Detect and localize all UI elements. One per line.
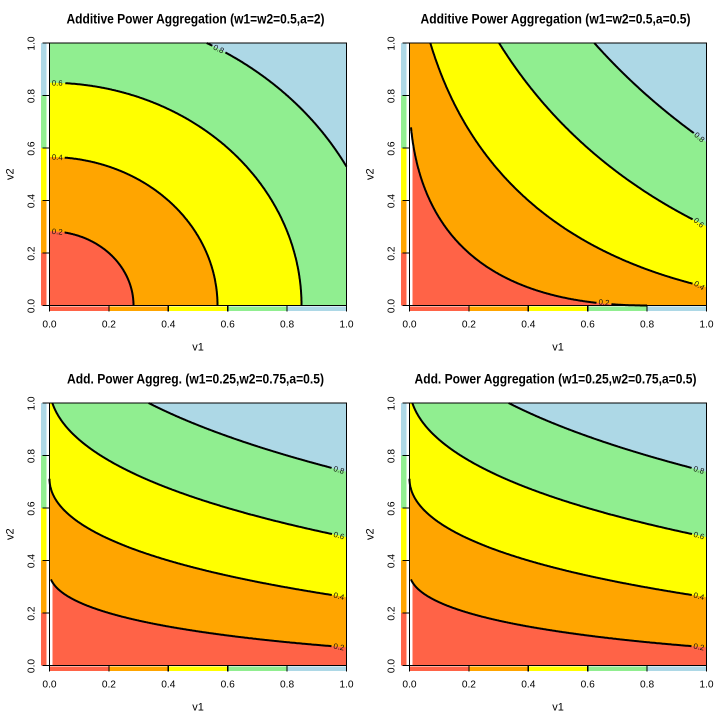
svg-text:0.2: 0.2 bbox=[387, 606, 398, 620]
svg-text:0.2: 0.2 bbox=[102, 320, 116, 331]
svg-text:0.6: 0.6 bbox=[581, 680, 595, 691]
svg-text:0.8: 0.8 bbox=[640, 680, 654, 691]
svg-text:v2: v2 bbox=[5, 528, 17, 540]
svg-text:0.4: 0.4 bbox=[387, 554, 398, 568]
svg-text:0.8: 0.8 bbox=[692, 464, 705, 476]
svg-text:0.4: 0.4 bbox=[161, 680, 175, 691]
svg-text:v1: v1 bbox=[192, 342, 204, 354]
svg-text:0.8: 0.8 bbox=[332, 464, 345, 476]
svg-text:1.0: 1.0 bbox=[699, 680, 713, 691]
svg-text:0.8: 0.8 bbox=[280, 320, 294, 331]
svg-text:v2: v2 bbox=[5, 168, 17, 180]
svg-text:0.0: 0.0 bbox=[42, 320, 56, 331]
svg-text:Add. Power Aggregation (w1=0.2: Add. Power Aggregation (w1=0.25,w2=0.75,… bbox=[415, 372, 697, 387]
svg-text:v1: v1 bbox=[552, 702, 564, 714]
svg-text:0.4: 0.4 bbox=[161, 320, 175, 331]
svg-text:0.8: 0.8 bbox=[387, 449, 398, 463]
svg-text:Add. Power Aggreg. (w1=0.25,w2: Add. Power Aggreg. (w1=0.25,w2=0.75,a=0.… bbox=[67, 372, 324, 387]
svg-text:0.4: 0.4 bbox=[27, 554, 38, 568]
svg-text:0.8: 0.8 bbox=[387, 89, 398, 103]
svg-text:0.2: 0.2 bbox=[598, 298, 610, 308]
svg-text:v2: v2 bbox=[365, 168, 377, 180]
svg-text:0.0: 0.0 bbox=[402, 320, 416, 331]
svg-text:0.6: 0.6 bbox=[692, 530, 705, 542]
svg-text:0.6: 0.6 bbox=[27, 141, 38, 155]
svg-text:1.0: 1.0 bbox=[699, 320, 713, 331]
svg-text:Additive Power Aggregation (w1: Additive Power Aggregation (w1=w2=0.5,a=… bbox=[421, 12, 691, 27]
svg-text:0.6: 0.6 bbox=[387, 501, 398, 515]
svg-text:0.0: 0.0 bbox=[387, 299, 398, 313]
svg-text:1.0: 1.0 bbox=[339, 320, 353, 331]
svg-text:0.0: 0.0 bbox=[402, 680, 416, 691]
svg-text:Additive Power Aggregation (w1: Additive Power Aggregation (w1=w2=0.5,a=… bbox=[67, 12, 325, 27]
svg-text:v1: v1 bbox=[192, 702, 204, 714]
svg-text:0.2: 0.2 bbox=[333, 641, 345, 652]
svg-text:0.8: 0.8 bbox=[27, 449, 38, 463]
svg-text:0.2: 0.2 bbox=[52, 227, 64, 237]
svg-text:0.4: 0.4 bbox=[52, 153, 64, 162]
svg-text:0.4: 0.4 bbox=[333, 591, 346, 603]
svg-text:1.0: 1.0 bbox=[339, 680, 353, 691]
svg-text:0.0: 0.0 bbox=[387, 659, 398, 673]
svg-text:0.2: 0.2 bbox=[27, 246, 38, 260]
svg-text:0.4: 0.4 bbox=[693, 591, 706, 603]
svg-text:1.0: 1.0 bbox=[387, 36, 398, 50]
svg-text:0.8: 0.8 bbox=[27, 89, 38, 103]
svg-text:0.6: 0.6 bbox=[221, 680, 235, 691]
svg-text:0.2: 0.2 bbox=[102, 680, 116, 691]
svg-text:0.6: 0.6 bbox=[221, 320, 235, 331]
svg-text:0.6: 0.6 bbox=[581, 320, 595, 331]
svg-text:0.0: 0.0 bbox=[42, 680, 56, 691]
svg-text:1.0: 1.0 bbox=[27, 36, 38, 50]
svg-text:0.4: 0.4 bbox=[521, 320, 535, 331]
svg-text:0.0: 0.0 bbox=[27, 659, 38, 673]
svg-text:1.0: 1.0 bbox=[387, 396, 398, 410]
svg-text:0.4: 0.4 bbox=[27, 194, 38, 208]
svg-text:0.8: 0.8 bbox=[640, 320, 654, 331]
svg-text:0.0: 0.0 bbox=[27, 299, 38, 313]
svg-text:0.8: 0.8 bbox=[212, 43, 226, 56]
svg-text:v2: v2 bbox=[365, 528, 377, 540]
svg-text:0.8: 0.8 bbox=[280, 680, 294, 691]
svg-text:0.2: 0.2 bbox=[462, 320, 476, 331]
svg-text:1.0: 1.0 bbox=[27, 396, 38, 410]
svg-text:0.2: 0.2 bbox=[462, 680, 476, 691]
svg-text:0.6: 0.6 bbox=[387, 141, 398, 155]
svg-text:0.6: 0.6 bbox=[27, 501, 38, 515]
svg-text:0.4: 0.4 bbox=[521, 680, 535, 691]
svg-text:0.2: 0.2 bbox=[693, 641, 705, 652]
svg-text:0.6: 0.6 bbox=[52, 78, 63, 87]
svg-text:0.2: 0.2 bbox=[27, 606, 38, 620]
svg-text:0.6: 0.6 bbox=[332, 530, 345, 542]
svg-text:0.2: 0.2 bbox=[387, 246, 398, 260]
svg-text:0.4: 0.4 bbox=[387, 194, 398, 208]
svg-text:v1: v1 bbox=[552, 342, 564, 354]
